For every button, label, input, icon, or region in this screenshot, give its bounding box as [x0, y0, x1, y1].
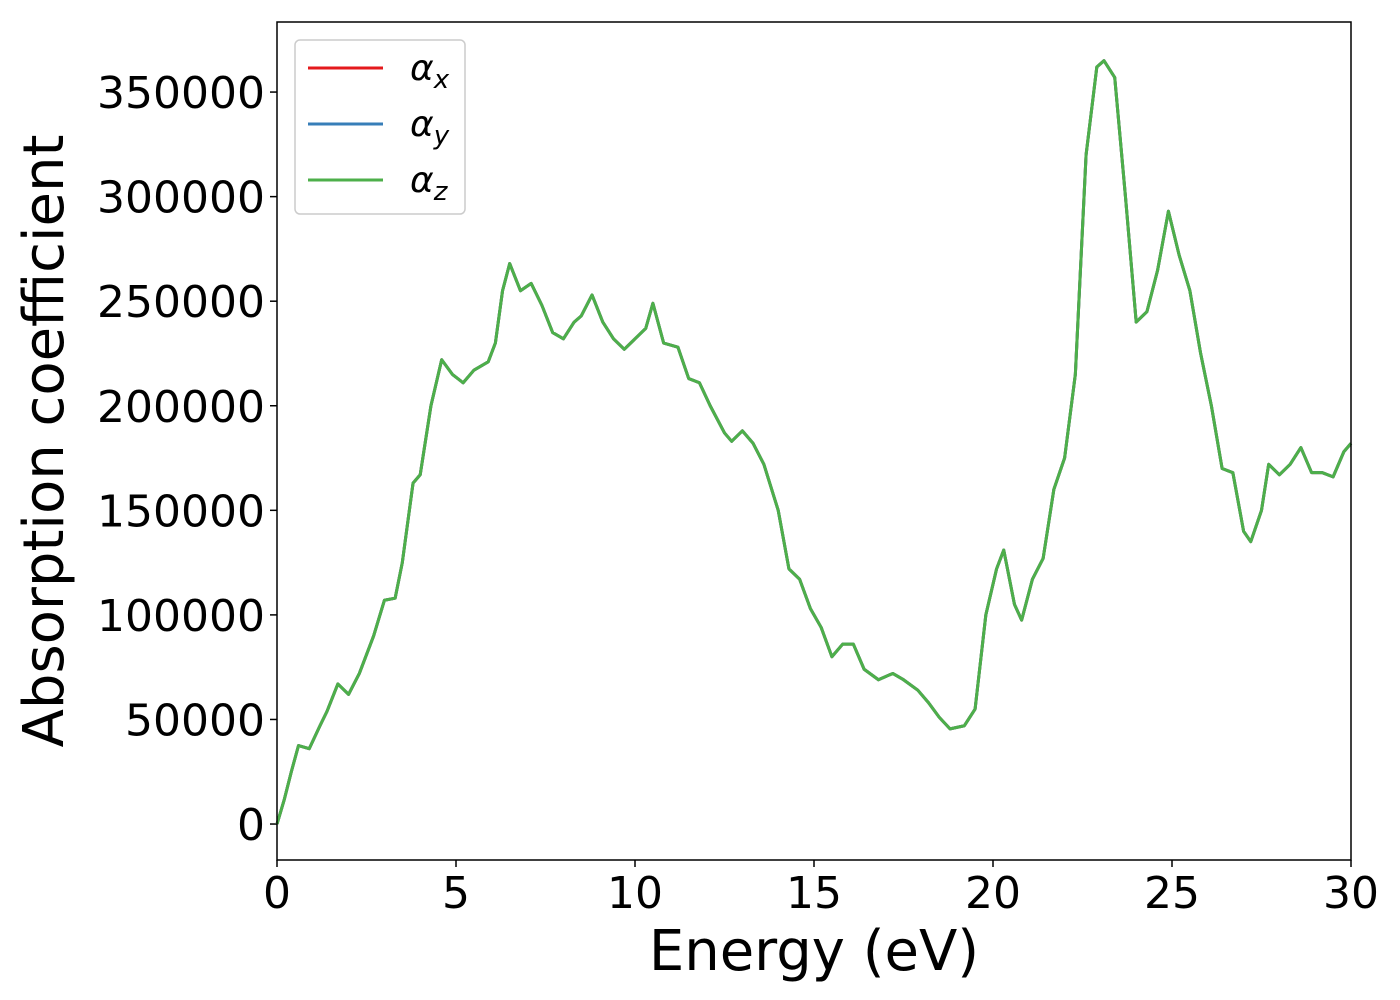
data-line — [275, 59, 1353, 825]
x-tick-label: 20 — [965, 868, 1021, 919]
legend-label: αy — [410, 104, 450, 151]
x-tick-label: 25 — [1144, 868, 1200, 919]
y-axis-label: Absorption coefficient — [12, 135, 77, 748]
x-tick-label: 5 — [442, 868, 470, 919]
y-tick-label: 50000 — [125, 695, 265, 746]
y-tick-label: 200000 — [97, 382, 265, 433]
x-tick-label: 30 — [1323, 868, 1379, 919]
x-axis-label: Energy (eV) — [649, 919, 979, 984]
y-tick-label: 250000 — [97, 277, 265, 328]
y-tick-label: 100000 — [97, 591, 265, 642]
y-tick-label: 150000 — [97, 486, 265, 537]
y-tick-label: 0 — [237, 800, 265, 851]
x-tick-label: 15 — [786, 868, 842, 919]
legend-box — [294, 39, 466, 215]
y-tick-label: 350000 — [97, 68, 265, 119]
x-tick-label: 0 — [263, 868, 291, 919]
y-tick-label: 300000 — [97, 173, 265, 224]
plot-frame — [276, 21, 1352, 861]
legend-label: αz — [410, 160, 449, 207]
legend-label: αx — [410, 48, 450, 95]
x-tick-label: 10 — [607, 868, 663, 919]
